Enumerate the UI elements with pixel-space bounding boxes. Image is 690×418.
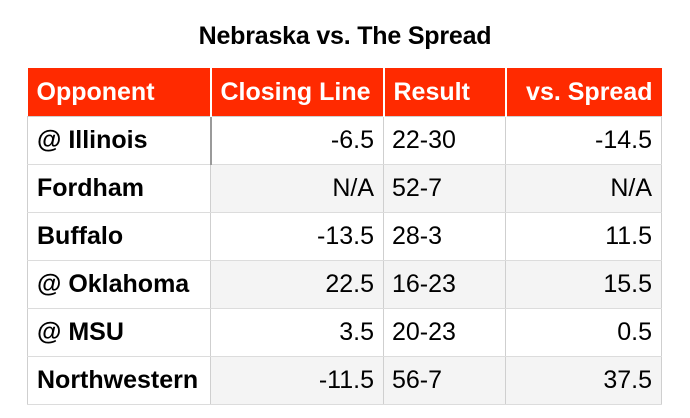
table-row: @ Illinois -6.5 22-30 -14.5 <box>27 116 662 165</box>
header-row: Opponent Closing Line Result vs. Spread <box>27 68 662 117</box>
vs-spread-cell: -14.5 <box>505 116 662 165</box>
header-opponent: Opponent <box>27 68 212 117</box>
closing-line-cell: 22.5 <box>210 260 384 309</box>
result-cell: 28-3 <box>383 212 506 261</box>
table-row: Fordham N/A 52-7 N/A <box>27 164 662 213</box>
vs-spread-cell: 15.5 <box>505 260 662 309</box>
closing-line-cell: 3.5 <box>210 308 384 357</box>
spread-table: Opponent Closing Line Result vs. Spread … <box>27 68 662 405</box>
opponent-cell: Fordham <box>27 164 211 213</box>
result-cell: 20-23 <box>383 308 506 357</box>
table-row: @ MSU 3.5 20-23 0.5 <box>27 308 662 357</box>
vs-spread-cell: 11.5 <box>505 212 662 261</box>
closing-line-cell: -13.5 <box>210 212 384 261</box>
header-result: Result <box>383 68 507 117</box>
opponent-cell: @ Illinois <box>27 116 212 165</box>
result-cell: 22-30 <box>383 116 506 165</box>
opponent-cell: Northwestern <box>27 356 211 405</box>
closing-line-cell: -11.5 <box>210 356 384 405</box>
header-closing-line: Closing Line <box>210 68 385 117</box>
table-row: @ Oklahoma 22.5 16-23 15.5 <box>27 260 662 309</box>
table-title: Nebraska vs. The Spread <box>198 22 492 50</box>
result-cell: 16-23 <box>383 260 506 309</box>
table-row: Buffalo -13.5 28-3 11.5 <box>27 212 662 261</box>
opponent-cell: @ MSU <box>27 308 211 357</box>
opponent-cell: Buffalo <box>27 212 211 261</box>
vs-spread-cell: 37.5 <box>505 356 662 405</box>
opponent-cell: @ Oklahoma <box>27 260 211 309</box>
closing-line-cell: -6.5 <box>210 116 384 165</box>
result-cell: 52-7 <box>383 164 506 213</box>
header-vs-spread: vs. Spread <box>505 68 662 117</box>
closing-line-cell: N/A <box>210 164 384 213</box>
vs-spread-cell: N/A <box>505 164 662 213</box>
vs-spread-cell: 0.5 <box>505 308 662 357</box>
table-row: Northwestern -11.5 56-7 37.5 <box>27 356 662 405</box>
result-cell: 56-7 <box>383 356 506 405</box>
